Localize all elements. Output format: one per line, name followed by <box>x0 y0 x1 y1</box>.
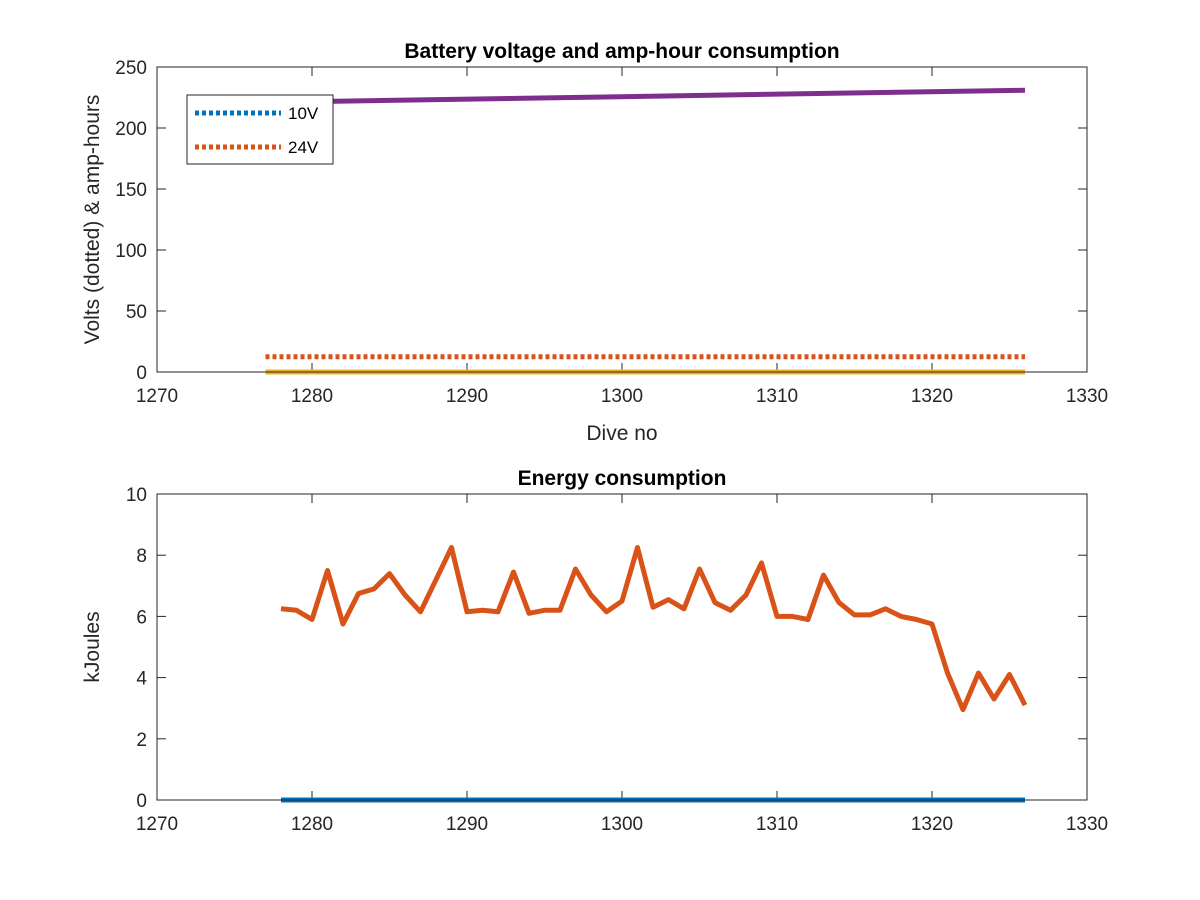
x-tick-label: 1300 <box>601 814 643 835</box>
series-line-orange <box>280 545 1028 713</box>
top-y-tick-labels: 0 50 100 150 200 250 <box>115 58 147 384</box>
y-tick-label: 50 <box>126 302 147 323</box>
x-tick-label: 1320 <box>911 386 953 407</box>
top-x-tick-labels: 1270 1280 1290 1300 1310 1320 1330 <box>136 386 1108 407</box>
bottom-chart: 1270 1280 1290 1300 1310 1320 1330 0 2 4 6 8 10 Ene… <box>81 467 1108 835</box>
y-tick-label: 10 <box>126 485 147 506</box>
y-tick-label: 2 <box>136 730 147 751</box>
bottom-plot-area <box>157 494 1087 800</box>
bottom-y-axis-label: kJoules <box>81 611 104 682</box>
x-tick-label: 1280 <box>291 386 333 407</box>
top-chart-title: Battery voltage and amp-hour consumption <box>404 40 839 63</box>
top-y-axis-label: Volts (dotted) & amp-hours <box>81 95 104 345</box>
x-tick-label: 1320 <box>911 814 953 835</box>
x-tick-label: 1330 <box>1066 386 1108 407</box>
x-tick-label: 1310 <box>756 814 798 835</box>
top-x-axis-label: Dive no <box>586 422 657 445</box>
legend: 10V 24V <box>186 94 334 165</box>
y-tick-label: 100 <box>115 241 147 262</box>
y-tick-label: 4 <box>136 669 147 690</box>
x-tick-label: 1290 <box>446 386 488 407</box>
x-tick-label: 1300 <box>601 386 643 407</box>
legend-label-24v: 24V <box>288 138 319 157</box>
y-tick-label: 8 <box>136 546 147 567</box>
y-tick-label: 150 <box>115 180 147 201</box>
x-tick-label: 1270 <box>136 386 178 407</box>
series-line-purple <box>265 87 1026 105</box>
x-tick-label: 1330 <box>1066 814 1108 835</box>
y-tick-label: 0 <box>136 363 147 384</box>
legend-box <box>186 94 334 165</box>
top-chart: 1270 1280 1290 1300 1310 1320 1330 0 50 100 150 20… <box>81 40 1108 445</box>
legend-label-10v: 10V <box>288 104 319 123</box>
y-tick-label: 250 <box>115 58 147 79</box>
x-tick-label: 1270 <box>136 814 178 835</box>
bottom-x-tick-labels: 1270 1280 1290 1300 1310 1320 1330 <box>136 814 1108 835</box>
y-tick-label: 0 <box>136 791 147 812</box>
x-tick-label: 1310 <box>756 386 798 407</box>
bottom-chart-title: Energy consumption <box>518 467 727 490</box>
top-axes-frame <box>156 66 1088 373</box>
x-tick-label: 1290 <box>446 814 488 835</box>
x-tick-label: 1280 <box>291 814 333 835</box>
bottom-axes-frame <box>156 493 1088 801</box>
y-tick-label: 6 <box>136 607 147 628</box>
bottom-y-tick-labels: 0 2 4 6 8 10 <box>126 485 148 812</box>
y-tick-label: 200 <box>115 119 147 140</box>
